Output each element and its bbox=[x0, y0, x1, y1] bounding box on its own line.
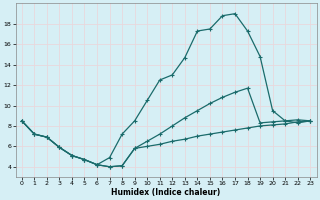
X-axis label: Humidex (Indice chaleur): Humidex (Indice chaleur) bbox=[111, 188, 221, 197]
